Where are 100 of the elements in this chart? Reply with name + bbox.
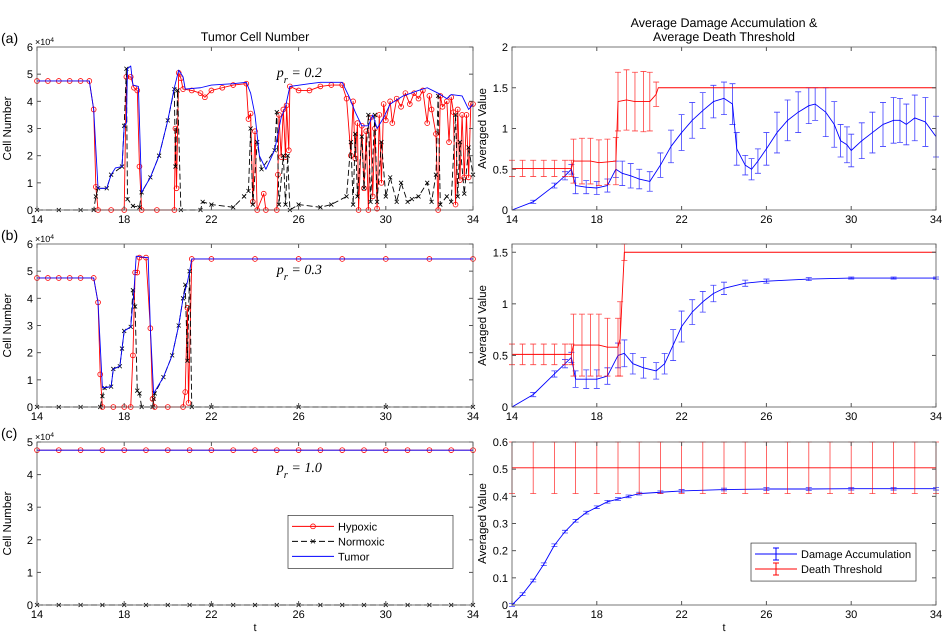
point — [128, 324, 134, 330]
point — [128, 404, 134, 410]
y-axis-title: Averaged Value — [477, 285, 489, 366]
y-tick-label: 0 — [502, 600, 508, 612]
y-tick-label: 2 — [26, 534, 33, 547]
x-tick-label: 34 — [930, 411, 942, 423]
y-tick-label: 5 — [26, 69, 33, 82]
point — [139, 404, 144, 410]
point — [34, 275, 40, 281]
y-tick-label: 0 — [26, 600, 33, 612]
point — [130, 288, 136, 293]
point — [187, 268, 192, 274]
point — [95, 300, 101, 306]
x-tick-label: 22 — [205, 411, 218, 423]
point — [186, 400, 192, 406]
y-tick-label: 0 — [26, 205, 33, 217]
point — [426, 256, 432, 262]
point — [102, 386, 107, 390]
x-tick-label: 30 — [380, 609, 392, 621]
y-tick-label: 0.5 — [492, 164, 508, 176]
x-axis-title: t — [253, 622, 257, 633]
point — [132, 270, 138, 276]
chart-title: Tumor Cell Number — [200, 30, 310, 44]
legend-label: Hypoxic — [338, 521, 378, 534]
point — [100, 404, 106, 410]
y-tick-label: 0.5 — [492, 464, 508, 476]
point — [170, 352, 175, 358]
point — [470, 256, 476, 262]
point — [189, 404, 194, 410]
point — [180, 404, 186, 410]
point — [208, 256, 214, 262]
x-tick-label: 34 — [466, 411, 480, 423]
legend-label: Tumor — [338, 551, 370, 564]
point — [134, 270, 140, 276]
y-tick-label: 0 — [26, 402, 33, 414]
y-tick-label: 4 — [26, 96, 33, 108]
y-tick-label: 3 — [26, 124, 33, 136]
x-tick-label: 22 — [205, 214, 218, 226]
x-tick-label: 30 — [845, 411, 858, 423]
x-tick-label: 14 — [506, 411, 518, 423]
y-axis-title: Cell Number — [2, 293, 14, 358]
point — [296, 256, 302, 262]
point — [134, 388, 140, 394]
point — [184, 305, 190, 311]
y-tick-label: 2 — [26, 150, 33, 163]
annotation: ×10$^{4}$ — [35, 234, 54, 244]
x-tick-label: 22 — [675, 609, 688, 621]
legend-label: Death Threshold — [801, 564, 882, 576]
x-tick-label: 18 — [590, 609, 603, 621]
y-tick-label: 1.5 — [492, 82, 508, 95]
y-axis-title: Cell Number — [2, 96, 14, 160]
point — [180, 296, 186, 301]
x-tick-label: 26 — [760, 411, 773, 423]
y-tick-label: 1 — [502, 298, 508, 311]
point — [152, 404, 158, 410]
x-tick-label: 34 — [930, 214, 942, 226]
y-axis-title: Averaged Value — [477, 88, 489, 169]
y-axis-title: Cell Number — [2, 491, 14, 556]
x-tick-label: 18 — [118, 214, 130, 226]
x-tick-label: 26 — [292, 609, 305, 621]
chart-title: Average Damage Accumulation & Average Death Threshold — [630, 16, 818, 44]
y-tick-label: 2 — [26, 348, 33, 360]
y-tick-label: 1 — [502, 124, 508, 136]
x-tick-label: 26 — [760, 214, 773, 226]
y-tick-label: 3 — [26, 502, 33, 514]
point — [383, 256, 389, 262]
x-tick-label: 26 — [292, 411, 305, 423]
y-tick-label: 5 — [26, 437, 33, 449]
y-tick-label: 0.6 — [492, 437, 508, 449]
legend-label: Normoxic — [338, 536, 385, 548]
x-tick-label: 26 — [760, 609, 773, 621]
point — [150, 404, 155, 410]
y-tick-label: 1 — [26, 178, 33, 190]
point — [132, 304, 138, 309]
point — [252, 256, 258, 262]
y-tick-label: 0 — [502, 205, 508, 217]
point — [188, 256, 195, 262]
x-tick-label: 14 — [30, 609, 44, 621]
x-tick-label: 26 — [292, 214, 305, 226]
point — [110, 404, 116, 410]
y-tick-label: 0.5 — [492, 350, 508, 362]
x-tick-label: 30 — [845, 609, 858, 621]
y-tick-label: 0.1 — [492, 572, 508, 585]
x-tick-label: 18 — [118, 411, 130, 423]
annotation: p$_{r}$ = 0.2 — [276, 66, 322, 86]
y-tick-label: 0.4 — [492, 491, 508, 504]
y-tick-label: 6 — [26, 239, 33, 251]
point — [152, 391, 158, 396]
point — [100, 394, 105, 399]
x-tick-label: 18 — [118, 609, 130, 621]
point — [176, 323, 182, 328]
y-tick-label: 5 — [26, 266, 33, 278]
point — [182, 389, 188, 395]
point — [56, 275, 62, 281]
point — [165, 404, 171, 410]
legend-label: Damage Accumulation — [801, 549, 912, 562]
point — [137, 391, 142, 396]
y-tick-label: 4 — [26, 293, 33, 306]
point — [45, 275, 51, 281]
x-tick-label: 18 — [590, 411, 603, 423]
